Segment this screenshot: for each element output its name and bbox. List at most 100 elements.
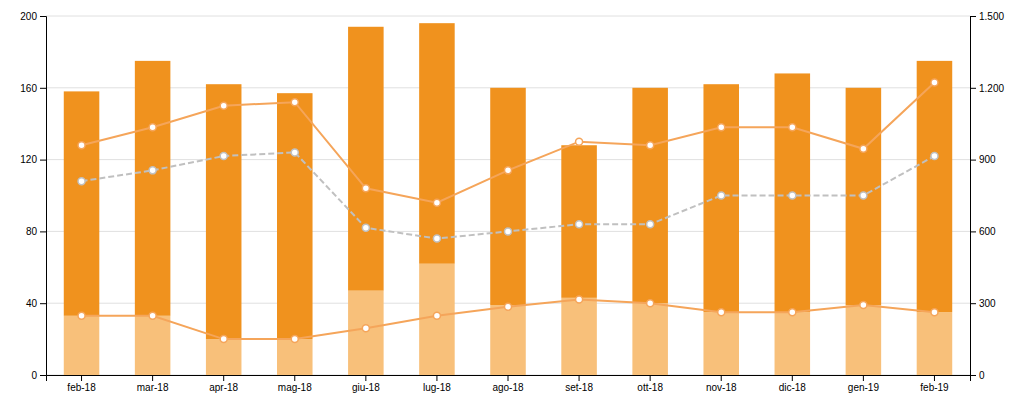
marker [291,336,298,343]
line [82,300,935,339]
tick: ott-18 [637,375,663,393]
bar [703,84,739,312]
bar [632,88,668,303]
tick: apr-18 [209,375,238,393]
tick-mark [40,16,46,17]
tick-label: 160 [20,83,37,94]
tick-label: nov-18 [706,382,737,393]
marker [505,228,512,235]
chart: feb-18mar-18apr-18mag-18giu-18lug-18ago-… [0,0,1024,409]
marker [647,300,654,307]
tick-label: set-18 [565,382,593,393]
tick: 40 [26,298,46,309]
marker [931,309,938,316]
bar [490,88,526,305]
tick-label: gen-19 [848,382,880,393]
bar [64,316,100,375]
tick-label: 300 [979,298,996,309]
bar [277,339,313,375]
bar [561,145,597,298]
marker [789,192,796,199]
tick-mark [970,303,976,304]
tick-label: apr-18 [209,382,238,393]
y-axis: 0 40 80 120 160 200 [20,11,46,381]
tick: giu-18 [352,375,380,393]
tick: 300 [970,298,996,309]
tick-label: mar-18 [137,382,169,393]
tick: feb-19 [920,375,949,393]
tick: mar-18 [137,375,169,393]
tick-label: ott-18 [637,382,663,393]
tick-label: lug-18 [423,382,451,393]
axis-line [47,376,971,382]
tick-mark [934,375,935,381]
marker [931,153,938,160]
marker [433,312,440,319]
bar [64,91,100,315]
tick: 160 [20,83,46,94]
marker [220,102,227,109]
tick-label: 200 [20,11,37,22]
tick-label: giu-18 [352,382,380,393]
marker [931,79,938,86]
tick: nov-18 [706,375,737,393]
marker [718,124,725,131]
tick-label: feb-19 [920,382,949,393]
tick: 1.200 [970,83,1004,94]
tick-label: 80 [26,226,38,237]
marker [78,178,85,185]
tick-mark [40,231,46,232]
axis-line [971,17,977,376]
bar [703,312,739,375]
tick: 120 [20,154,46,165]
marker [576,138,583,145]
marker [78,312,85,319]
tick: mag-18 [278,375,312,393]
bar [348,27,384,291]
marker [362,325,369,332]
tick-mark [970,88,976,89]
marker [362,185,369,192]
bar [917,312,953,375]
line-series [78,296,938,342]
bar-series [64,23,952,339]
bar [490,305,526,375]
tick-mark [970,16,976,17]
tick: feb-18 [67,375,96,393]
tick-mark [863,375,864,381]
bar [135,316,171,375]
marker [433,235,440,242]
tick-label: 40 [26,298,38,309]
axis-line [40,17,47,376]
marker [647,142,654,149]
tick-label: 900 [979,154,996,165]
tick: lug-18 [423,375,451,393]
tick: 900 [970,154,996,165]
tick-label: 0 [979,370,985,381]
tick: 1.500 [970,11,1004,22]
tick: 200 [20,11,46,22]
tick-mark [970,375,976,376]
line [82,152,935,238]
tick: 0 [31,370,46,381]
marker [220,336,227,343]
tick-mark [40,88,46,89]
bar [632,303,668,375]
grid [46,16,970,375]
tick-mark [223,375,224,381]
marker [505,303,512,310]
bar [775,312,811,375]
marker [647,221,654,228]
bar [348,291,384,375]
tick-mark [294,375,295,381]
y2-axis: 03006009001.2001.500 [970,11,1004,381]
plot-area [64,23,952,375]
bar [277,93,313,339]
marker [576,296,583,303]
tick-mark [508,375,509,381]
marker [860,301,867,308]
tick-mark [792,375,793,381]
tick-label: 120 [20,154,37,165]
bar [561,298,597,375]
bar [135,61,171,316]
